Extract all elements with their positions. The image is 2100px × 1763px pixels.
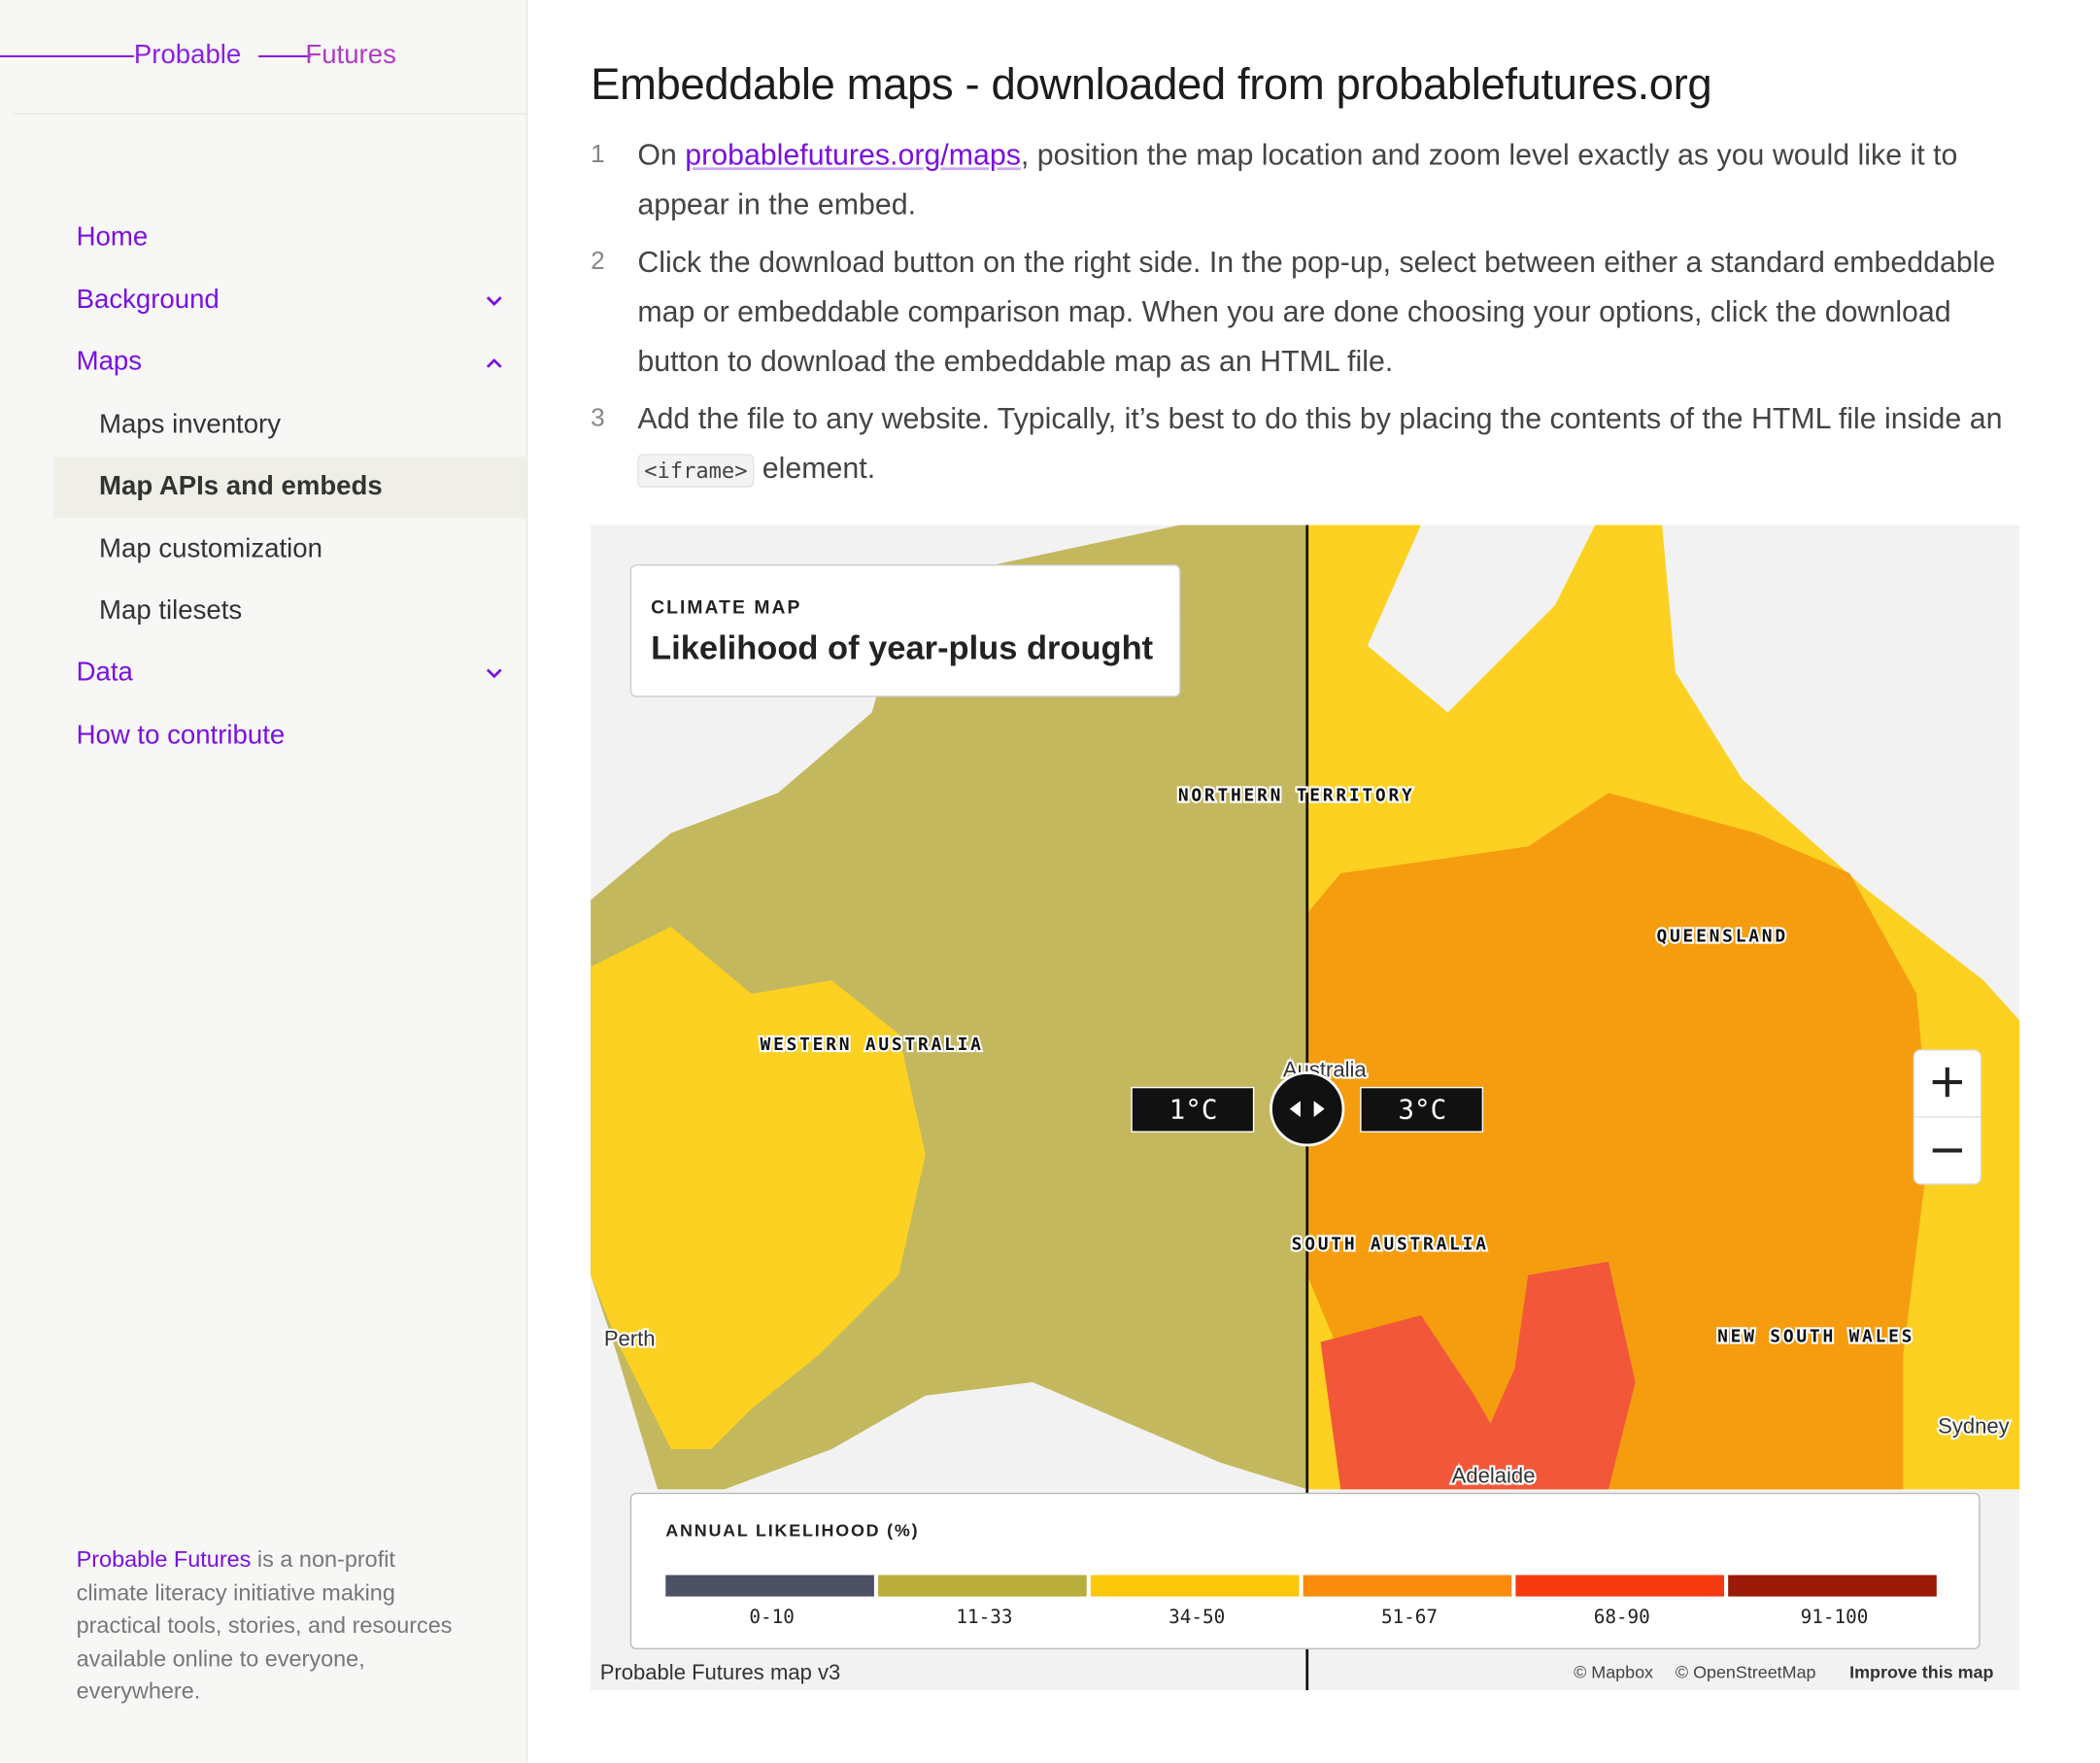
legend-label: 68-90 (1594, 1606, 1650, 1628)
legend (629, 1492, 1981, 1650)
legend-label: 11-33 (956, 1606, 1012, 1628)
legend-swatch (665, 1575, 874, 1597)
legend-swatch (1090, 1575, 1300, 1597)
gulf (1380, 525, 1529, 673)
nav-link[interactable]: Data (76, 658, 133, 688)
legend-swatch (1728, 1575, 1937, 1597)
code: <iframe> (637, 454, 755, 488)
land-1c-yellow (591, 927, 926, 1449)
text: element. (754, 451, 876, 486)
map-title: Likelihood of year-plus drought (651, 629, 1154, 666)
right-badge (1360, 1086, 1484, 1133)
title-card (629, 564, 1181, 697)
attr-bg (591, 1653, 872, 1691)
nav-link[interactable]: How to contribute (76, 720, 286, 751)
attribution: Probable Futures map v3 (600, 1660, 841, 1684)
legend-label: 91-100 (1801, 1606, 1869, 1628)
left-label: 1°C (1169, 1093, 1218, 1125)
step-text: Add the file to any website. Typically, … (637, 393, 2016, 495)
map[interactable]: CLIMATE MAP Likelihood of year-plus drou… (591, 525, 2020, 1691)
region-label: SOUTH AUSTRALIA (1292, 1234, 1489, 1254)
step-number: 2 (591, 248, 605, 277)
place-label: Perth (604, 1327, 656, 1351)
text: , position the map location and zoom lev… (637, 138, 1958, 221)
chevron[interactable] (485, 354, 503, 372)
chevron[interactable] (485, 292, 503, 311)
footer-link[interactable]: Probable Futures (76, 1546, 252, 1573)
region-label: WESTERN AUSTRALIA (761, 1034, 984, 1055)
map-eyebrow: CLIMATE MAP (651, 598, 801, 619)
nav-link[interactable]: Maps inventory (99, 409, 282, 440)
legend-label: 51-67 (1381, 1606, 1438, 1628)
region-label: QUEENSLAND (1656, 926, 1787, 946)
legend-swatch (1303, 1575, 1512, 1597)
zoom-in[interactable] (1932, 1067, 1962, 1098)
slider-handle[interactable] (1270, 1071, 1345, 1147)
footer-text: is a non-profit climate literacy initiat… (76, 1546, 453, 1704)
land-3c-orange (1306, 793, 1930, 1490)
left-badge (1131, 1086, 1255, 1133)
nav-link[interactable]: Background (76, 285, 220, 316)
nav-link[interactable]: Maps (76, 347, 143, 377)
sidebar-footer: Probable Futures is a non-profit climate… (77, 1544, 465, 1709)
link[interactable]: probablefutures.org/maps (685, 138, 1021, 172)
nav-link[interactable]: Map tilesets (99, 595, 243, 626)
place-label: Sydney (1938, 1413, 2010, 1438)
logo-lines (0, 54, 528, 115)
nav-link[interactable]: Home (76, 221, 149, 253)
text: On (637, 138, 686, 172)
step-number: 1 (591, 140, 605, 169)
legend-label: 0-10 (749, 1606, 794, 1628)
heading: Embeddable maps - downloaded from probab… (591, 58, 1712, 109)
slider-arrows (1289, 1101, 1325, 1117)
place-label: Adelaide (1452, 1463, 1536, 1487)
step-text: Click the download button on the right s… (637, 245, 1996, 378)
nav-link[interactable]: Map APIs and embeds (99, 471, 383, 501)
sidebar: Probable Futures Home Background Maps Map… (0, 0, 528, 1763)
attribution[interactable]: © OpenStreetMap (1676, 1663, 1816, 1682)
active-bg (53, 457, 526, 519)
step-text: On probablefutures.org/maps, position th… (637, 130, 2016, 229)
step-number: 3 (591, 404, 605, 433)
attribution[interactable]: Improve this map (1849, 1663, 1993, 1682)
logo-word: Probable (133, 40, 242, 70)
logo-word: Futures (305, 40, 396, 70)
legend-label: 34-50 (1169, 1606, 1225, 1628)
attribution[interactable]: © Mapbox (1574, 1663, 1653, 1682)
chevron[interactable] (485, 664, 503, 683)
nav-link[interactable]: Map customization (99, 534, 322, 564)
legend-swatch (878, 1575, 1087, 1597)
legend-title: ANNUAL LIKELIHOOD (%) (665, 1521, 919, 1541)
region-label: NEW SOUTH WALES (1717, 1327, 1914, 1347)
legend-swatch (1515, 1575, 1725, 1597)
land-3c-red (1320, 1261, 1636, 1490)
text: Add the file to any website. Typically, … (637, 401, 2003, 436)
region-label: NORTHERN TERRITORY (1178, 786, 1415, 806)
legend-bins: 0-10 11-33 34-50 51-67 68-90 91-100 (665, 1575, 1937, 1628)
right-label: 3°C (1398, 1093, 1446, 1125)
